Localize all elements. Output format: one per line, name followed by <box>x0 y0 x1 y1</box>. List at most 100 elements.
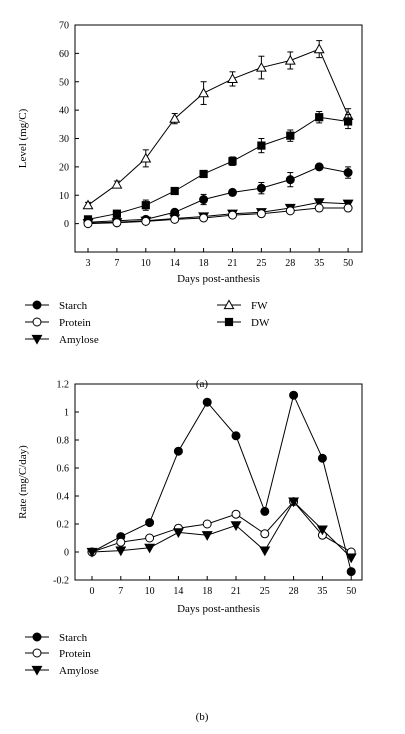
data-point <box>313 43 325 54</box>
legend-item-amylose: Amylose <box>25 665 99 677</box>
legend-label: Amylose <box>59 665 99 677</box>
x-tick-label: 14 <box>173 586 183 597</box>
data-point <box>145 518 155 528</box>
x-tick-label: 25 <box>260 586 270 597</box>
data-point <box>345 553 357 564</box>
x-tick-label: 35 <box>314 258 324 269</box>
figure-caption: (b) <box>196 711 209 723</box>
data-point <box>313 198 325 208</box>
legend: Starch Protein Amylose <box>25 632 99 677</box>
y-axis-label: Level (mg/C) <box>17 108 29 168</box>
chart-a: 0 10 20 30 40 50 60 70 3 7 10 14 18 21 25 28 35 50 Days po… <box>17 21 363 390</box>
y-tick-label: 60 <box>59 49 69 60</box>
x-axis-label: Days post-anthesis <box>177 273 260 285</box>
x-axis: 3 7 10 14 18 21 25 28 35 50 <box>86 248 353 269</box>
series-amylose <box>86 497 357 564</box>
x-tick-label: 28 <box>285 258 295 269</box>
x-tick-label: 25 <box>256 258 266 269</box>
x-tick-label: 3 <box>86 258 91 269</box>
x-tick-label: 28 <box>289 586 299 597</box>
data-point <box>198 87 210 98</box>
legend-marker <box>32 317 42 327</box>
x-tick-label: 10 <box>141 258 151 269</box>
legend-item-amylose: Amylose <box>25 334 99 346</box>
data-point <box>141 201 150 210</box>
y-tick-label: 40 <box>59 106 69 117</box>
series-line <box>87 48 349 206</box>
x-tick-label: 50 <box>346 586 356 597</box>
x-axis-label: Days post-anthesis <box>177 603 260 615</box>
y-tick-label: 1 <box>64 408 69 419</box>
data-point <box>140 152 152 163</box>
series-line <box>87 116 349 220</box>
y-tick-label: 0.2 <box>57 520 70 531</box>
data-point <box>260 529 270 539</box>
data-point <box>112 218 122 228</box>
data-point <box>83 219 93 229</box>
y-tick-label: 0.6 <box>57 464 70 475</box>
legend-label: Starch <box>59 300 88 312</box>
y-tick-label: -0.2 <box>53 576 69 587</box>
data-point <box>260 506 270 516</box>
x-tick-label: 14 <box>170 258 180 269</box>
x-tick-label: 21 <box>228 258 238 269</box>
y-tick-label: 70 <box>59 21 69 32</box>
plot-frame <box>74 383 363 581</box>
legend-item-starch: Starch <box>25 300 88 312</box>
y-tick-label: 10 <box>59 191 69 202</box>
legend-marker <box>224 317 234 327</box>
y-tick-label: 50 <box>59 77 69 88</box>
data-point <box>231 431 241 441</box>
data-point <box>141 216 151 226</box>
data-point <box>256 183 266 193</box>
data-point <box>228 157 237 166</box>
chart-b: -0.2 0 0.2 0.4 0.6 0.8 1 1.2 0 7 10 14 18 21 25 28 35 50 D… <box>17 380 363 723</box>
series-line <box>87 201 349 224</box>
data-point <box>231 509 241 519</box>
data-point <box>343 168 353 178</box>
data-point <box>315 113 324 122</box>
legend-label: Starch <box>59 632 88 644</box>
data-point <box>170 186 179 196</box>
data-point <box>199 213 209 223</box>
data-point <box>199 195 209 205</box>
series-line <box>87 166 349 223</box>
data-point <box>314 203 324 213</box>
data-point <box>170 214 180 224</box>
data-point <box>284 54 296 65</box>
x-tick-label: 35 <box>317 586 327 597</box>
data-point <box>169 113 181 123</box>
series-line <box>91 500 352 553</box>
legend-marker <box>31 334 43 345</box>
data-point <box>228 187 237 197</box>
series-dw <box>83 111 353 224</box>
legend-label: Amylose <box>59 334 99 346</box>
series-amylose <box>82 198 354 229</box>
data-point <box>344 117 353 126</box>
legend-label: FW <box>251 300 268 312</box>
x-tick-label: 18 <box>202 586 212 597</box>
series-line <box>87 207 349 225</box>
x-tick-label: 18 <box>199 258 209 269</box>
y-axis: -0.2 0 0.2 0.4 0.6 0.8 1 1.2 <box>53 380 79 587</box>
data-point <box>199 169 208 179</box>
y-axis: 0 10 20 30 40 50 60 70 <box>59 21 79 230</box>
x-tick-label: 21 <box>231 586 241 597</box>
data-point <box>289 390 299 400</box>
legend-label: Protein <box>59 648 91 660</box>
data-point <box>202 519 212 529</box>
data-point <box>202 397 212 407</box>
data-point <box>173 446 183 456</box>
series-protein <box>87 497 356 557</box>
data-point <box>144 543 156 554</box>
data-point <box>112 209 122 218</box>
series-starch <box>87 390 356 577</box>
legend-label: Protein <box>59 317 91 329</box>
data-point <box>227 73 238 84</box>
y-tick-label: 30 <box>59 134 69 145</box>
series-line <box>91 393 352 572</box>
data-point <box>288 497 300 508</box>
data-point <box>230 521 242 532</box>
data-point <box>346 567 356 577</box>
